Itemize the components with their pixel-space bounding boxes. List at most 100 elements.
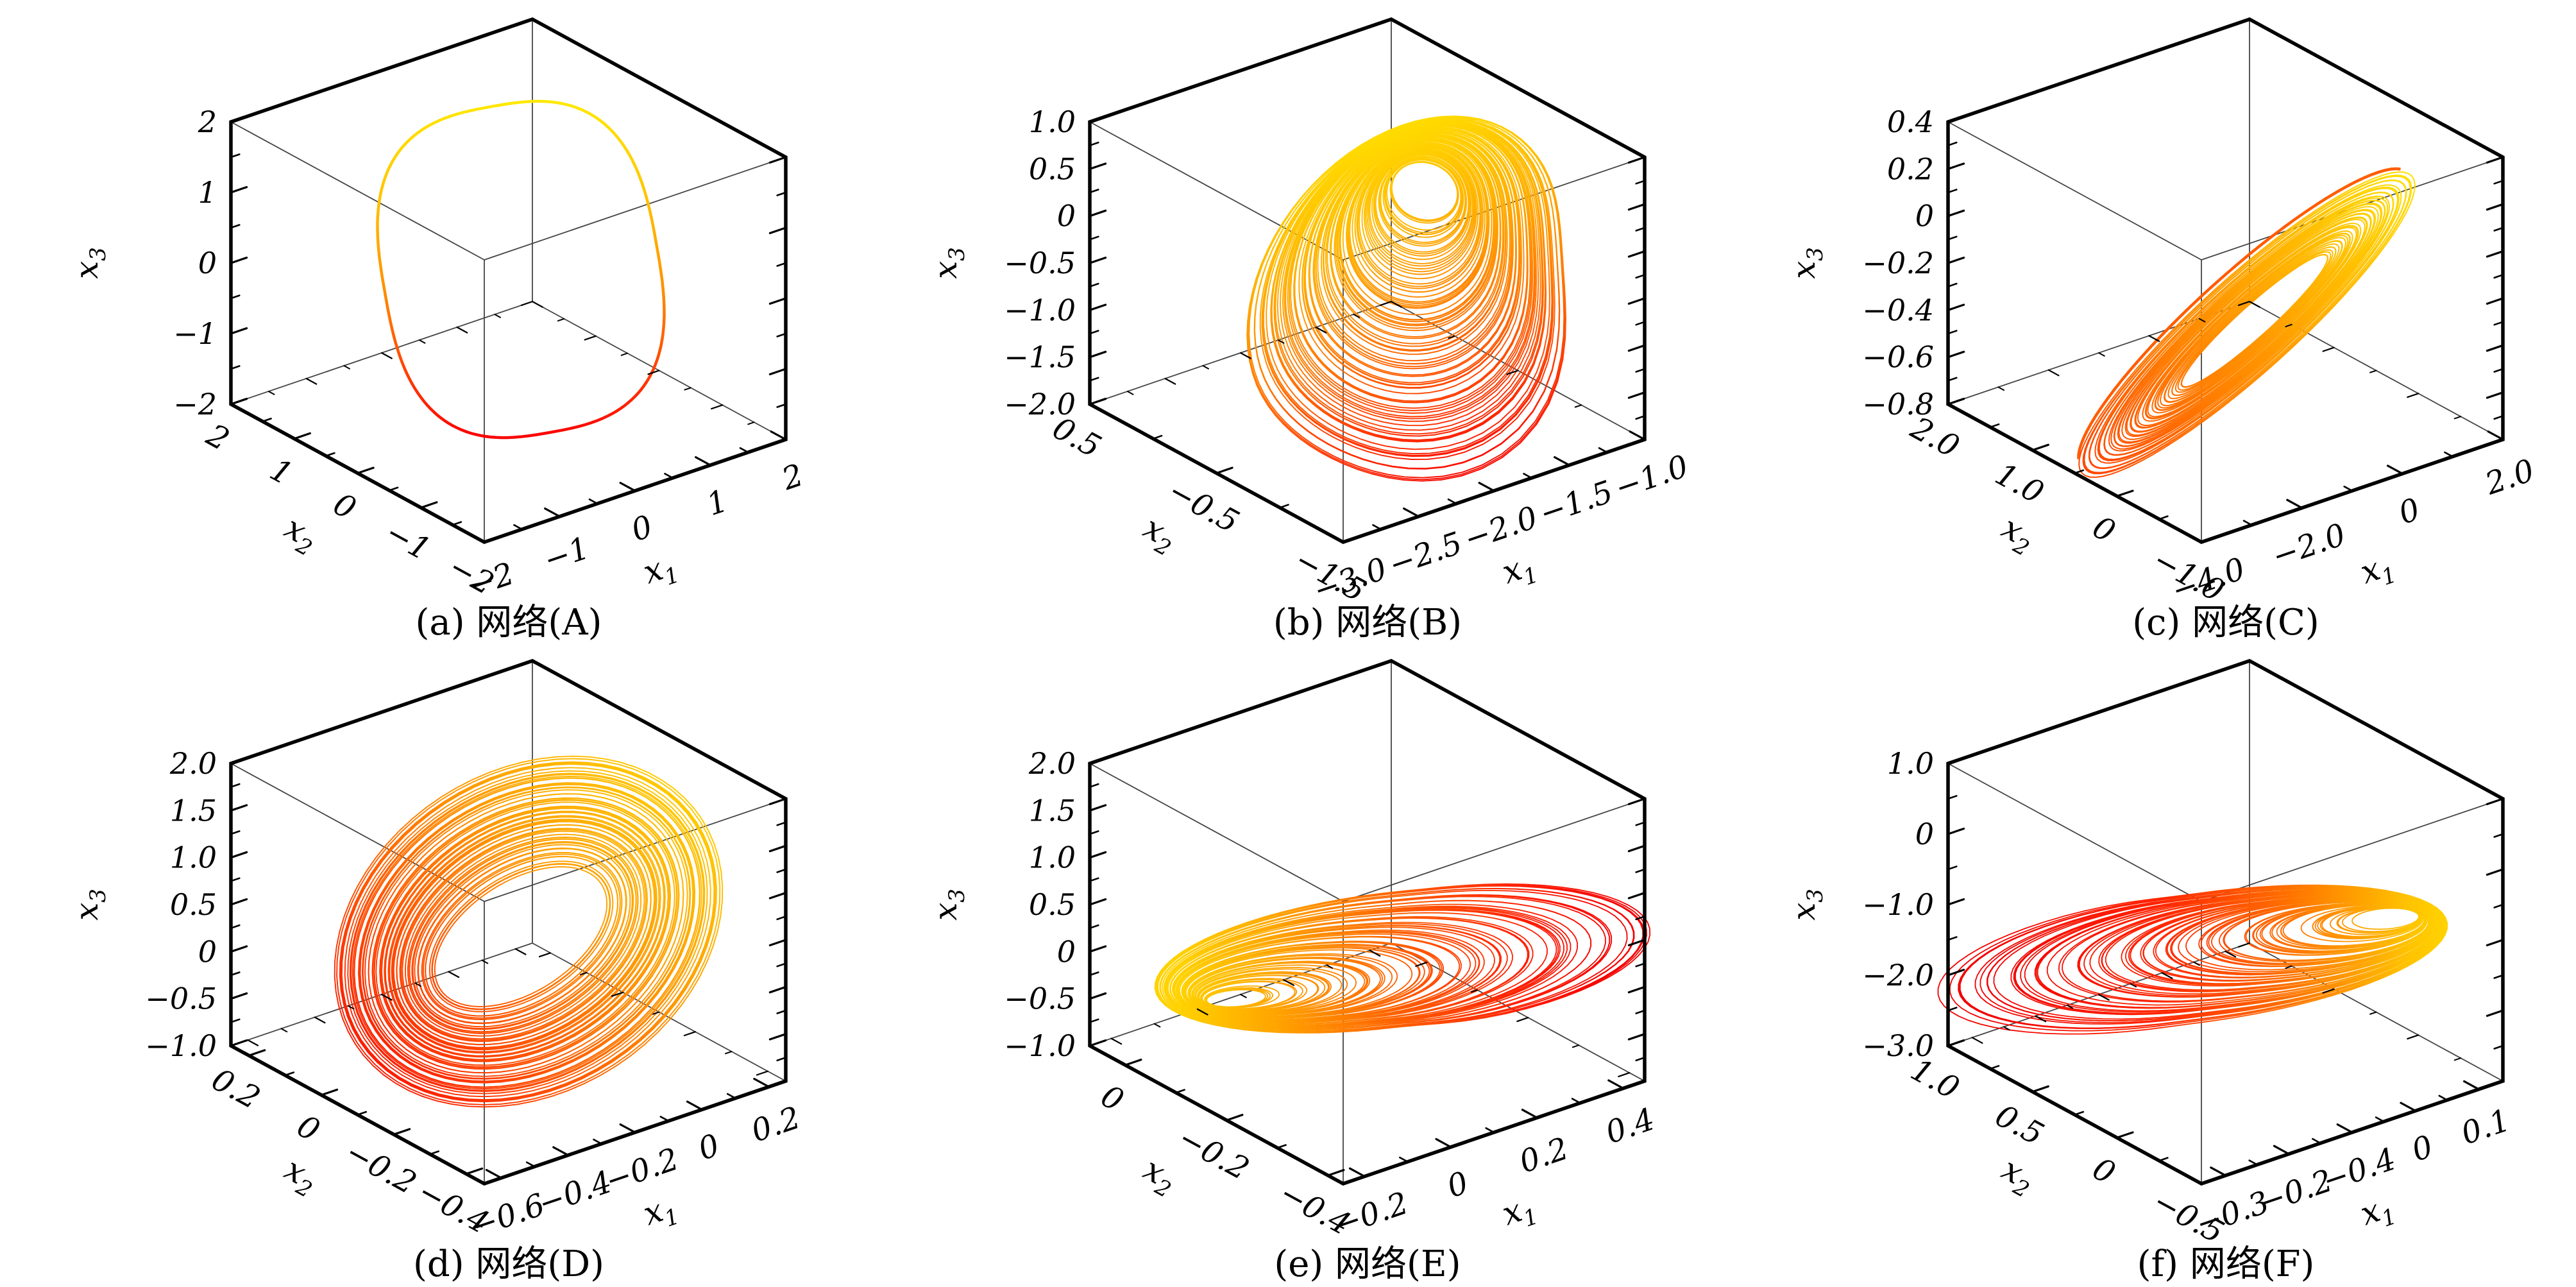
x3-tick-label: −0.5	[1004, 246, 1076, 280]
attractor-loop	[1165, 907, 1568, 1028]
attractor-loop	[2167, 243, 2340, 400]
x1-tick-label: −1.5	[1535, 474, 1617, 533]
attractor-loop	[1194, 967, 1348, 1013]
attractor-loop	[1195, 968, 1343, 1012]
attractor-loop	[1187, 953, 1398, 1016]
attractor-loop	[353, 777, 701, 1088]
attractor-loop	[1185, 949, 1413, 1017]
attractor-loop	[434, 866, 608, 1007]
x3-tick-label: −2.0	[1862, 958, 1934, 993]
attractor-loop	[1154, 883, 1651, 1034]
x2-tick-label: 0.2	[206, 1061, 266, 1116]
x3-tick-label: −0.5	[145, 982, 217, 1016]
attractor-loop	[1157, 889, 1628, 1032]
attractor-loop	[1391, 161, 1459, 222]
attractor-loop	[393, 821, 656, 1048]
attractor	[334, 755, 724, 1108]
attractor-loop	[1162, 899, 1592, 1030]
attractor-loop	[2135, 217, 2368, 428]
x1-axis-title: x1	[639, 1187, 683, 1238]
attractor-loop	[1322, 133, 1507, 352]
attractor-loop	[334, 755, 724, 1108]
subplot-f-caption: (f) 网络(F)	[2137, 1243, 2315, 1285]
attractor	[1154, 883, 1651, 1034]
x1-tick-label: 0.2	[1515, 1130, 1573, 1180]
attractor-loop	[1336, 139, 1496, 327]
attractor-loop	[1308, 129, 1517, 377]
attractor-loop	[1325, 135, 1505, 347]
x1-tick-label: 0	[694, 1127, 724, 1168]
attractor-loop	[1173, 925, 1501, 1023]
box-frame	[230, 19, 786, 543]
subplot-c-caption: (c) 网络(C)	[2132, 602, 2319, 644]
attractor-loop	[1204, 985, 1280, 1009]
x3-tick-label: 2	[198, 105, 217, 139]
attractor-loop	[1303, 128, 1521, 386]
attractor-loop	[2121, 206, 2379, 440]
attractor	[1246, 115, 1566, 482]
subplot-d-caption: (d) 网络(D)	[413, 1243, 604, 1285]
attractor-loop	[2108, 195, 2391, 452]
attractor-loop	[1365, 149, 1477, 273]
x1-axis-title: x1	[639, 545, 683, 596]
attractor-loop	[2013, 889, 2443, 1015]
axes-ticks-labels: 2.01.51.00.50−0.5−1.0−0.200.20.40−0.2−0.…	[1004, 746, 1659, 1243]
attractor-loop	[1317, 132, 1511, 362]
attractor-loop	[1262, 118, 1554, 456]
box-frame-hidden-edges	[230, 19, 786, 543]
subplot-d-canvas: 2.01.51.00.50−0.5−1.0−0.6−0.4−0.2 0 0.20.2…	[68, 659, 805, 1245]
attractor-loop	[349, 772, 706, 1093]
attractor-loop	[381, 808, 669, 1061]
attractor-loop	[421, 851, 623, 1020]
attractor-loop	[1366, 150, 1475, 269]
attractor-loop	[1359, 147, 1481, 285]
attractor-loop	[404, 833, 642, 1037]
attractor-loop	[347, 770, 708, 1095]
x2-axis-title: x2	[1135, 1150, 1183, 1204]
x2-tick-label: 0	[2087, 1150, 2121, 1191]
x3-tick-label: 1.0	[1887, 746, 1934, 781]
attractor-loop	[340, 762, 716, 1102]
attractor-loop	[1275, 121, 1543, 435]
attractor-loop	[2077, 893, 2439, 998]
x1-tick-label: −0.2	[601, 1141, 683, 1200]
attractor-loop	[373, 799, 678, 1068]
attractor-loop	[400, 829, 647, 1041]
attractor-loop	[418, 848, 627, 1024]
x3-tick-label: 1.0	[1029, 840, 1076, 875]
attractor-loop	[1177, 933, 1471, 1021]
x3-tick-label: 0	[1915, 199, 1934, 234]
box-border	[1088, 659, 1647, 1186]
attractor-loop	[1189, 957, 1385, 1016]
subplot-b-canvas: 1.00.50−0.5−1.0−1.5−2.0−3.0−2.5−2.0−1.5−…	[927, 17, 1693, 609]
x3-tick-label: −2.0	[1004, 387, 1076, 422]
attractor-loop	[399, 828, 648, 1043]
attractor-loop	[1348, 143, 1488, 304]
attractor-loop	[1382, 157, 1464, 238]
x3-tick-label: 0	[1057, 934, 1076, 969]
attractor-ridge	[2077, 167, 2401, 459]
attractor-loop	[2154, 232, 2351, 411]
x2-tick-label: 1	[264, 452, 299, 493]
attractor-loop	[375, 801, 675, 1066]
x1-axis-title: x1	[2356, 545, 2400, 596]
x3-axis-title: x3	[1785, 889, 1828, 921]
box-border	[229, 17, 788, 544]
x1-tick-label: 0	[2394, 491, 2425, 532]
attractor-loop	[2208, 900, 2430, 965]
attractor-loop	[2088, 179, 2407, 470]
attractor-loop	[1301, 128, 1522, 389]
subplot-b-caption: (b) 网络(B)	[1273, 602, 1462, 644]
attractor-loop	[1371, 152, 1472, 260]
x1-tick-label: 0	[2407, 1129, 2437, 1169]
x1-tick-label: 0.1	[2457, 1102, 2514, 1152]
attractor-loop	[1288, 124, 1532, 411]
x2-axis-title: x2	[1135, 509, 1183, 562]
x3-tick-label: −0.8	[1862, 387, 1934, 422]
attractor-loop	[1386, 159, 1462, 231]
x1-axis-title: x1	[2356, 1187, 2400, 1238]
attractor-loop	[412, 842, 633, 1030]
attractor-loop	[1193, 964, 1357, 1014]
attractor-loop	[1183, 946, 1425, 1018]
x1-tick-label: 2	[777, 457, 808, 497]
